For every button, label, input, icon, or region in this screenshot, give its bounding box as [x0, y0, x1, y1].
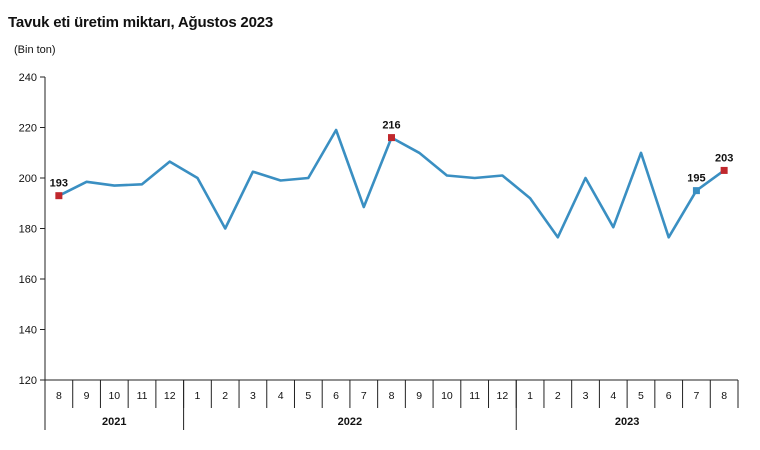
chart-title: Tavuk eti üretim miktarı, Ağustos 2023 [8, 14, 273, 31]
x-tick-label: 10 [441, 390, 453, 402]
x-tick-label: 2 [222, 390, 228, 402]
y-tick-label: 220 [19, 123, 37, 135]
y-tick-label: 240 [19, 72, 37, 84]
x-tick-label: 7 [693, 390, 699, 402]
y-tick-label: 160 [19, 274, 37, 286]
y-tick-label: 140 [19, 325, 37, 337]
x-tick-label: 2 [555, 390, 561, 402]
data-point-marker [388, 134, 395, 142]
x-tick-label: 11 [469, 390, 480, 402]
x-tick-label: 8 [56, 390, 62, 402]
x-tick-label: 7 [361, 390, 367, 402]
year-label: 2023 [615, 416, 639, 428]
data-label: 195 [687, 173, 705, 185]
y-tick-label: 200 [19, 173, 37, 185]
x-tick-label: 5 [305, 390, 311, 402]
data-point-marker [692, 187, 700, 195]
x-tick-label: 8 [721, 390, 727, 402]
data-label: 216 [382, 120, 400, 132]
x-tick-label: 4 [610, 390, 616, 402]
data-label: 203 [715, 152, 733, 164]
year-label: 2022 [338, 416, 362, 428]
x-tick-label: 6 [333, 390, 339, 402]
x-tick-label: 4 [278, 390, 284, 402]
data-point-marker [720, 166, 728, 174]
series-line [58, 128, 725, 239]
x-tick-label: 8 [389, 390, 395, 402]
x-tick-label: 6 [666, 390, 672, 402]
data-point-marker [55, 192, 63, 200]
x-tick-label: 12 [497, 390, 509, 402]
y-tick-label: 180 [19, 224, 37, 236]
y-axis-unit-label: (Bin ton) [14, 44, 56, 56]
data-label: 193 [50, 178, 68, 190]
x-tick-label: 3 [250, 390, 256, 402]
x-tick-label: 12 [164, 390, 176, 402]
year-label: 2021 [102, 416, 126, 428]
x-tick-label: 9 [84, 390, 90, 402]
x-tick-label: 1 [527, 390, 533, 402]
x-tick-label: 9 [416, 390, 422, 402]
x-tick-label: 5 [638, 390, 644, 402]
x-tick-label: 10 [108, 390, 120, 402]
x-tick-label: 3 [583, 390, 589, 402]
x-tick-label: 1 [195, 390, 201, 402]
x-tick-label: 11 [137, 390, 148, 402]
y-tick-label: 120 [19, 375, 37, 387]
